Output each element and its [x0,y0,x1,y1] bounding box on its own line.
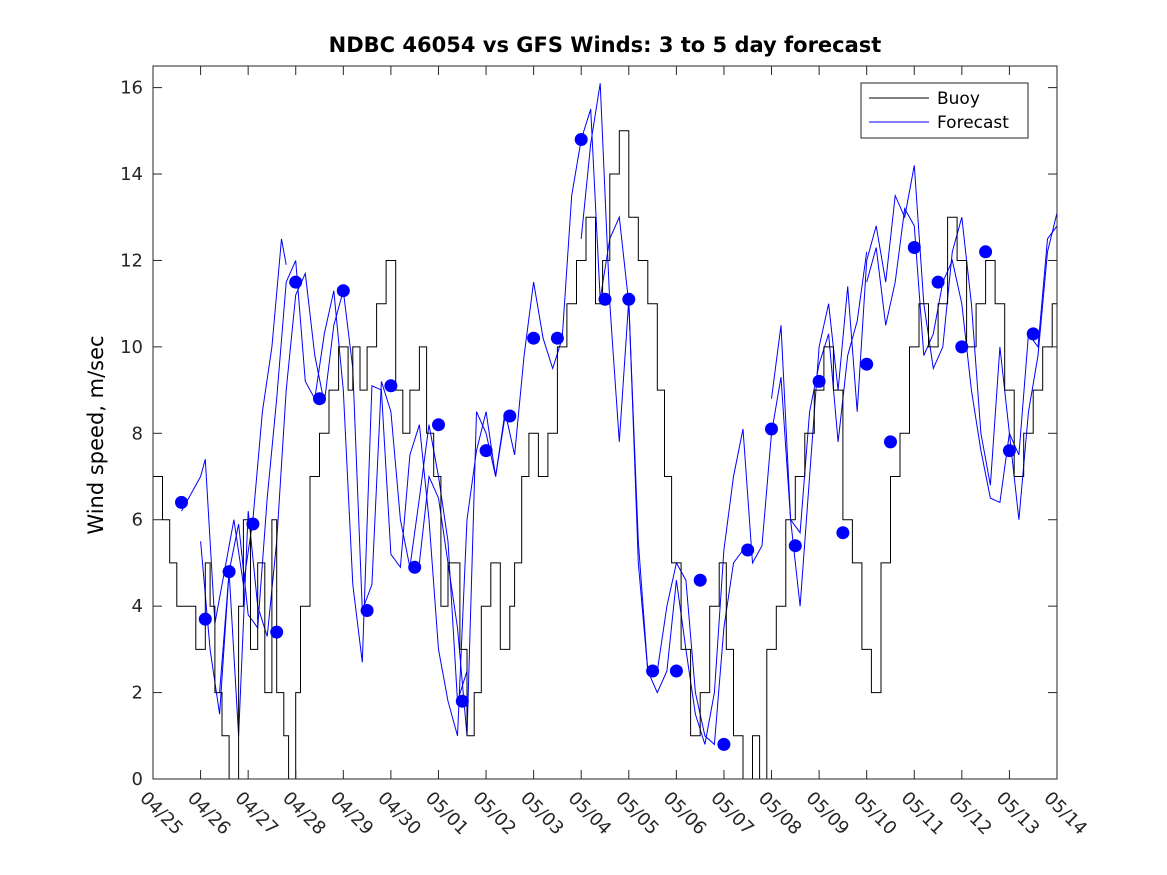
y-tick-label: 6 [132,510,143,531]
legend-label-buoy: Buoy [937,89,980,109]
forecast-marker [669,664,683,678]
legend-label-forecast: Forecast [937,113,1009,133]
forecast-marker-layer [175,133,1040,751]
forecast-marker [246,517,260,531]
forecast-marker [860,357,874,371]
chart-title: NDBC 46054 vs GFS Winds: 3 to 5 day fore… [329,33,882,57]
forecast-marker [765,422,778,436]
forecast-marker [289,275,303,289]
forecast-marker [646,664,660,678]
forecast-marker [384,379,398,393]
plot-frame [152,65,1058,780]
y-tick-label: 10 [120,337,143,358]
forecast-marker [336,284,350,298]
y-tick-label: 16 [120,78,143,99]
forecast-marker [550,331,564,345]
plot-area [153,66,1057,779]
forecast-marker [884,435,897,449]
y-tick-label: 2 [132,683,143,704]
forecast-marker [479,444,493,458]
y-tick-label: 14 [120,164,143,185]
forecast-marker [955,340,969,354]
forecast-marker [408,560,422,574]
buoy-series-layer [153,130,1058,780]
forecast-marker [693,573,707,587]
forecast-marker [931,275,945,289]
forecast-marker [622,292,636,306]
forecast-marker [455,694,469,708]
forecast-marker [432,418,445,432]
legend-box [860,82,1029,139]
forecast-marker [527,331,541,345]
forecast-marker [812,374,826,388]
forecast-run-line [866,207,1058,504]
forecast-marker [222,565,236,579]
forecast-marker [788,539,802,553]
forecast-marker [979,245,993,259]
forecast-marker [503,409,517,423]
forecast-marker [1002,444,1016,458]
forecast-run-line [219,260,506,736]
forecast-marker [313,392,326,406]
forecast-marker [574,133,588,146]
y-tick-label: 8 [132,423,143,444]
forecast-marker [907,241,921,254]
forecast-marker [1026,327,1040,341]
forecast-marker [198,612,212,626]
y-axis: 0 2 4 6 8 10 12 14 16 [120,78,1057,790]
forecast-marker [175,495,188,509]
forecast-marker [741,543,755,557]
legend: Buoy Forecast [860,82,1029,139]
forecast-marker [717,737,731,751]
forecast-run-line [181,238,287,624]
forecast-marker [270,625,284,639]
y-tick-label: 4 [132,596,143,617]
y-axis-label: Wind speed, m/sec [84,335,108,534]
buoy-line [153,130,1058,780]
forecast-marker [360,604,374,617]
forecast-marker [836,526,850,540]
y-tick-label: 0 [132,769,143,790]
forecast-marker [598,292,612,306]
y-tick-label: 12 [120,250,143,271]
